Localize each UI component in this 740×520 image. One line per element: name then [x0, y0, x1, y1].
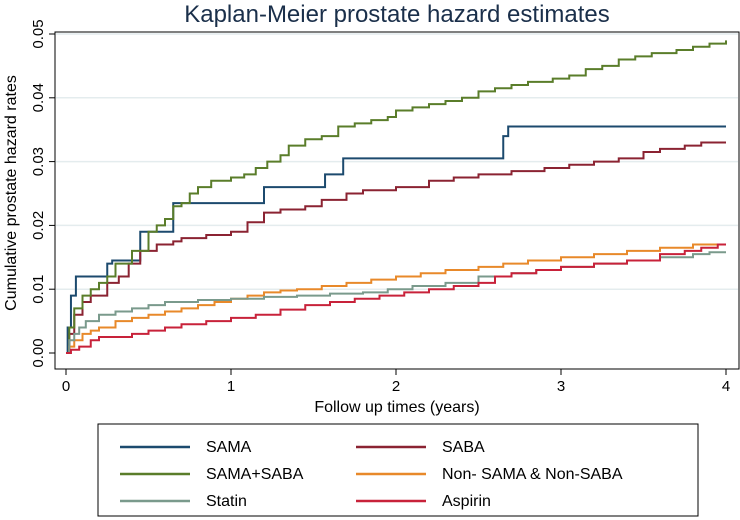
x-axis: 0 1 2 3 4	[62, 369, 730, 395]
series-line-saba	[66, 141, 726, 354]
x-tick-label: 3	[557, 378, 565, 395]
plot-frame	[54, 31, 740, 370]
x-tick-label: 1	[227, 378, 235, 395]
legend-item-sama-saba: SAMA+SABA	[120, 466, 304, 483]
y-tick-label: 0.03	[30, 147, 47, 176]
legend-label: SAMA+SABA	[206, 466, 304, 483]
x-tick-label: 4	[722, 378, 730, 395]
legend-item-aspirin: Aspirin	[356, 493, 491, 510]
x-tick-label: 0	[62, 378, 70, 395]
series-lines	[66, 40, 727, 354]
chart-title: Kaplan-Meier prostate hazard estimates	[184, 1, 610, 28]
y-tick-label: 0.01	[30, 275, 47, 304]
y-tick-label: 0.00	[30, 338, 47, 367]
legend-label: Non- SAMA & Non-SABA	[442, 466, 623, 483]
legend-item-sama: SAMA	[120, 439, 252, 456]
series-line-sama-saba	[66, 40, 727, 354]
grid-lines	[56, 33, 738, 290]
legend: SAMA SABA SAMA+SABA Non- SAMA & Non-SABA Sta…	[97, 423, 699, 517]
x-tick-label: 2	[392, 378, 400, 395]
legend-label: Aspirin	[442, 493, 491, 510]
legend-label: SABA	[442, 439, 485, 456]
legend-item-statin: Statin	[120, 493, 247, 510]
x-axis-label: Follow up times (years)	[314, 399, 479, 416]
legend-item-saba: SABA	[356, 439, 485, 456]
series-line-non-sama-non-saba	[66, 243, 726, 354]
series-line-aspirin	[66, 243, 726, 354]
y-axis: 0.00 0.01 0.02 0.03 0.04 0.05	[30, 19, 55, 368]
y-tick-label: 0.04	[30, 83, 47, 112]
y-tick-label: 0.02	[30, 211, 47, 240]
legend-label: SAMA	[206, 439, 252, 456]
legend-label: Statin	[206, 493, 247, 510]
y-tick-label: 0.05	[30, 19, 47, 48]
legend-item-non-sama-non-saba: Non- SAMA & Non-SABA	[356, 466, 623, 483]
y-axis-label: Cumulative prostate hazard rates	[3, 75, 20, 311]
